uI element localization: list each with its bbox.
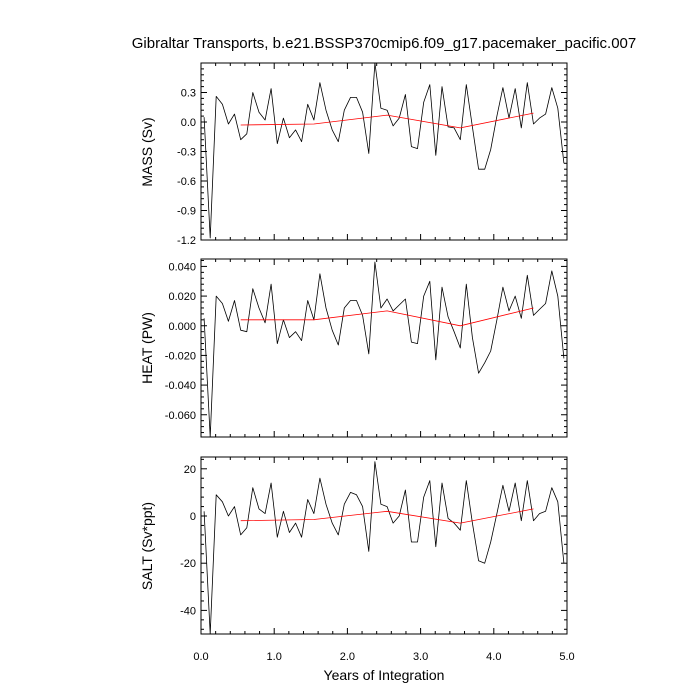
y-tick-label: -0.9 xyxy=(177,206,196,218)
panel-2: -0.060 -0.040 -0.020 0.000 0.020 0.040 HEAT (P… xyxy=(139,258,568,438)
series-line-monthly xyxy=(203,261,565,438)
x-axis-labels: 0.0 1.0 2.0 3.0 4.0 5.0 xyxy=(193,651,574,663)
x-tick-label: 5.0 xyxy=(559,651,574,663)
y-tick-label: -0.060 xyxy=(165,410,196,422)
panel-3: -40 -20 0 20 SALT (Sv*ppt) xyxy=(139,456,568,635)
y-tick-label: -0.3 xyxy=(177,147,196,159)
y-tick-label: -1.2 xyxy=(177,235,196,247)
series-line-annual-mean xyxy=(240,307,534,327)
x-tick-label: 3.0 xyxy=(413,651,428,663)
x-tick-label: 0.0 xyxy=(193,651,208,663)
panel-frame xyxy=(200,258,568,438)
x-tick-label: 1.0 xyxy=(267,651,282,663)
y-tick-label: 0.3 xyxy=(181,88,196,100)
y-axis-title: SALT (Sv*ppt) xyxy=(139,502,155,590)
y-tick-label: 0.020 xyxy=(168,291,196,303)
y-tick-label: 0.040 xyxy=(168,261,196,273)
y-tick-label: -0.6 xyxy=(177,176,196,188)
y-tick-label: -0.040 xyxy=(165,380,196,392)
series-line-monthly xyxy=(203,461,565,635)
series-line-annual-mean xyxy=(240,508,534,524)
panel-frame xyxy=(200,456,568,635)
y-tick-label: 0.000 xyxy=(168,321,196,333)
y-axis-title: MASS (Sv) xyxy=(139,117,155,186)
y-tick-label: 0.0 xyxy=(181,117,196,129)
y-tick-label: -0.020 xyxy=(165,350,196,362)
x-tick-label: 2.0 xyxy=(340,651,355,663)
panel-1: -1.2 -0.9 -0.6 -0.3 0.0 0.3 MASS (Sv) xyxy=(139,62,568,247)
x-tick-label: 4.0 xyxy=(486,651,501,663)
x-axis-title: Years of Integration xyxy=(324,667,445,683)
y-tick-label: -40 xyxy=(180,605,196,617)
series-line-annual-mean xyxy=(240,112,534,129)
series-line-monthly xyxy=(203,62,565,239)
panel-frame xyxy=(200,62,568,241)
y-tick-label: 0 xyxy=(190,511,196,523)
chart-title: Gibraltar Transports, b.e21.BSSP370cmip6… xyxy=(132,35,636,52)
y-tick-label: -20 xyxy=(180,558,196,570)
y-axis-title: HEAT (PW) xyxy=(139,312,155,384)
y-tick-label: 20 xyxy=(184,464,196,476)
